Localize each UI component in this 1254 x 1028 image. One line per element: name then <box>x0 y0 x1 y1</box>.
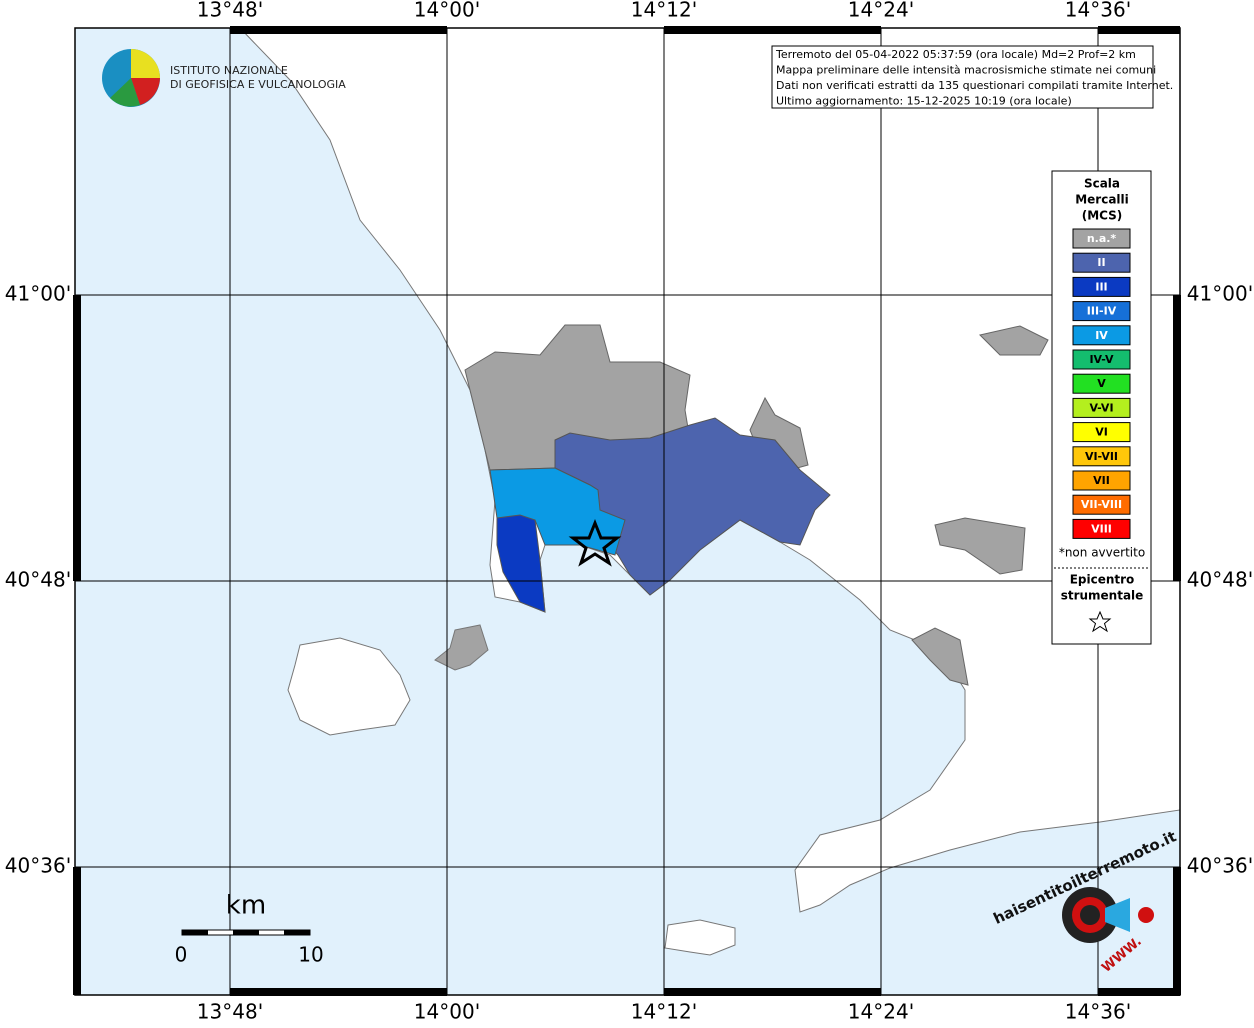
legend-star <box>1088 610 1112 633</box>
legend-epicenter: Epicentro <box>1070 573 1135 587</box>
epicenter <box>568 518 622 567</box>
scale-bar-segment <box>233 930 259 935</box>
lon-label: 14°12' <box>631 1000 697 1024</box>
info-box <box>771 45 1154 109</box>
scale-unit: km <box>226 891 266 921</box>
legend-label: VI <box>1095 426 1108 439</box>
legend-note: *non avvertito <box>1059 546 1145 560</box>
lat-label: 40°48' <box>5 568 71 592</box>
legend-label: V <box>1097 377 1106 390</box>
scale-bar-segment <box>182 930 208 935</box>
comune <box>979 325 1049 356</box>
lon-label: 14°24' <box>848 1000 914 1024</box>
lat-label: 40°48' <box>1187 568 1253 592</box>
lat-label: 41°00' <box>1187 282 1253 306</box>
legend-swatch <box>1072 446 1131 467</box>
ingv-logo: ISTITUTO NAZIONALE DI GEOFISICA E VULCAN… <box>102 49 346 107</box>
lon-label: 14°24' <box>848 0 914 22</box>
lon-label: 14°00' <box>414 1000 480 1024</box>
legend-title: Scala <box>1084 177 1120 191</box>
frame-segment <box>1098 26 1180 34</box>
info-text: Terremoto del 05-04-2022 05:37:59 (ora l… <box>775 48 1173 108</box>
legend-swatch <box>1072 301 1131 322</box>
frame-segment <box>1173 867 1181 995</box>
comuni <box>464 324 1049 686</box>
logo-globe-part <box>131 49 160 78</box>
info-line: Mappa preliminare delle intensità macros… <box>776 64 1156 77</box>
coordinate-labels: 13°48' 13°48' 14°00' 14°00' 14°12' 14°12' 14°2… <box>5 0 1253 1024</box>
comune <box>911 627 969 686</box>
lat-label: 40°36' <box>1187 854 1253 878</box>
legend-label: III-IV <box>1087 305 1117 318</box>
frame-segment <box>73 295 81 581</box>
scale-bar: km 0 10 <box>175 891 324 967</box>
legend-title: Mercalli <box>1075 193 1129 207</box>
ischia-island <box>287 637 411 736</box>
lon-label: 13°48' <box>197 0 263 22</box>
lon-label: 14°12' <box>631 0 697 22</box>
lon-label: 14°00' <box>414 0 480 22</box>
legend-label: IV <box>1095 329 1108 342</box>
scale-label: 0 <box>175 943 188 967</box>
legend-label: II <box>1097 256 1105 269</box>
capri-island <box>664 919 736 956</box>
frame-segment <box>230 988 447 996</box>
comune <box>496 514 546 613</box>
legend-epicenter: strumentale <box>1061 589 1144 603</box>
scale-label: 10 <box>298 943 323 967</box>
lon-label: 14°36' <box>1065 0 1131 22</box>
frame-segment <box>230 26 447 34</box>
legend-label: VIII <box>1091 522 1112 535</box>
logo-text: ISTITUTO NAZIONALE <box>170 64 288 77</box>
info-line: Dati non verificati estratti da 135 ques… <box>776 79 1173 92</box>
lon-label: 14°36' <box>1065 1000 1131 1024</box>
logo-dot <box>1138 907 1154 923</box>
frame-segment <box>664 26 881 34</box>
lat-label: 41°00' <box>5 282 71 306</box>
comune <box>934 517 1026 575</box>
legend-label: IV-V <box>1089 353 1114 366</box>
frame-segment <box>73 867 81 995</box>
legend-swatch <box>1072 397 1131 418</box>
legend-swatch <box>1072 325 1131 346</box>
logo-text: DI GEOFISICA E VULCANOLOGIA <box>170 78 346 91</box>
legend-swatch <box>1072 470 1131 491</box>
legend-label: V-VI <box>1089 401 1113 414</box>
legend-swatch <box>1072 276 1131 297</box>
logo-globe-part <box>110 78 140 107</box>
legend-swatch <box>1072 494 1131 515</box>
legend-label: VII-VIII <box>1081 498 1122 511</box>
logo-horn <box>1105 898 1130 932</box>
legend-swatch <box>1072 373 1131 394</box>
frame-segment <box>1173 295 1181 581</box>
frame-segment <box>1098 988 1180 996</box>
logo-circle <box>1080 905 1100 925</box>
legend-swatch <box>1072 349 1131 370</box>
legend-swatch <box>1072 422 1131 443</box>
legend: ScalaMercalli(MCS)n.a.*IIIIIIII-IVIVIV-V… <box>1059 177 1145 603</box>
legend-title: (MCS) <box>1082 209 1123 223</box>
legend-swatch <box>1072 518 1131 539</box>
legend-swatch <box>1072 252 1131 273</box>
legend-label: III <box>1095 280 1107 293</box>
legend-label: VI-VII <box>1085 450 1118 463</box>
frame-scale <box>73 26 1181 996</box>
scale-bar-segment <box>284 930 310 935</box>
info-line: Terremoto del 05-04-2022 05:37:59 (ora l… <box>775 48 1136 61</box>
info-line: Ultimo aggiornamento: 15-12-2025 10:19 (… <box>776 95 1072 108</box>
legend-label: VII <box>1093 474 1110 487</box>
logo-globe-part <box>131 78 160 105</box>
lat-label: 40°36' <box>5 854 71 878</box>
frame-segment <box>664 988 881 996</box>
legend-swatch <box>1072 228 1131 249</box>
legend-label: n.a.* <box>1087 232 1117 245</box>
lon-label: 13°48' <box>197 1000 263 1024</box>
